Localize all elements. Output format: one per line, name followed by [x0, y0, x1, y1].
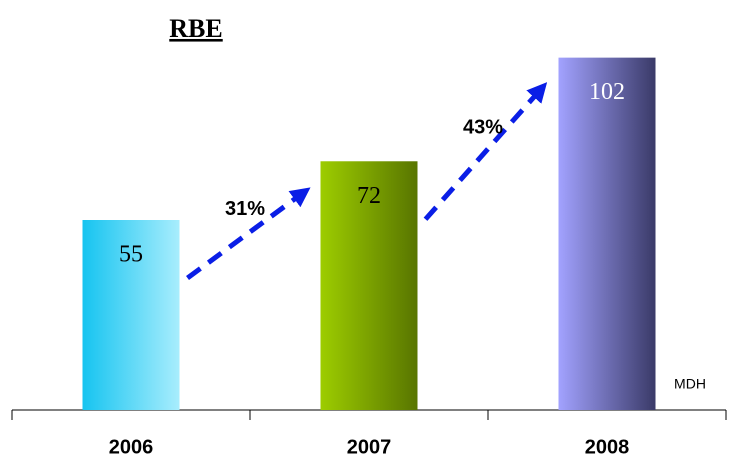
value-label: 55: [119, 242, 143, 268]
growth-label: 31%: [225, 198, 265, 220]
value-label: 72: [357, 183, 381, 209]
x-tick-label: 2008: [585, 436, 630, 458]
growth-label: 43%: [463, 117, 503, 139]
x-tick-label: 2006: [109, 436, 154, 458]
growth-arrow: [423, 82, 548, 221]
value-label: 102: [589, 79, 625, 105]
bar: [558, 57, 656, 411]
bar: [82, 220, 180, 410]
chart-title: RBE: [169, 14, 222, 43]
x-tick-label: 2007: [347, 436, 392, 458]
bar: [320, 161, 418, 410]
growth-arrow: [186, 187, 311, 281]
unit-label: MDH: [674, 376, 706, 392]
